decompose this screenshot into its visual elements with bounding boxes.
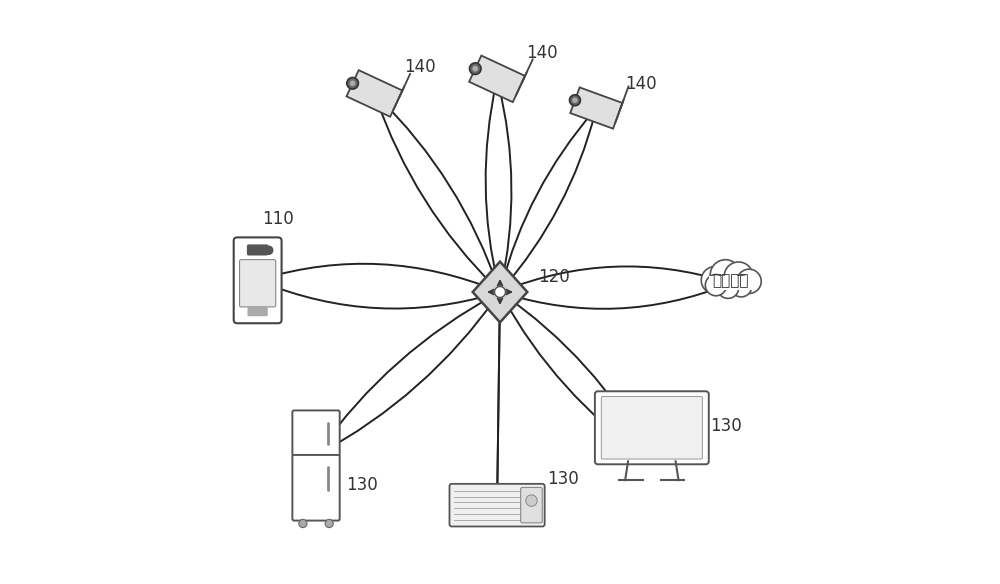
Text: 130: 130 — [547, 470, 578, 488]
Circle shape — [265, 246, 273, 255]
Text: 130: 130 — [346, 476, 378, 493]
Circle shape — [705, 274, 727, 296]
Circle shape — [710, 260, 741, 290]
FancyBboxPatch shape — [240, 259, 276, 307]
Text: 外部网络: 外部网络 — [712, 273, 749, 288]
Circle shape — [731, 276, 752, 297]
Polygon shape — [570, 88, 622, 128]
Polygon shape — [346, 70, 402, 117]
FancyBboxPatch shape — [595, 391, 709, 464]
Polygon shape — [473, 262, 527, 322]
FancyBboxPatch shape — [601, 397, 702, 459]
Circle shape — [572, 98, 578, 103]
FancyBboxPatch shape — [449, 484, 545, 527]
FancyBboxPatch shape — [709, 276, 753, 290]
Circle shape — [737, 269, 761, 294]
Text: 140: 140 — [404, 58, 435, 76]
Circle shape — [701, 266, 729, 294]
FancyBboxPatch shape — [292, 411, 340, 456]
Text: 140: 140 — [526, 44, 558, 61]
Circle shape — [526, 495, 537, 506]
Circle shape — [299, 519, 307, 527]
Circle shape — [495, 287, 505, 297]
Circle shape — [569, 95, 580, 106]
Circle shape — [350, 81, 355, 86]
FancyBboxPatch shape — [234, 237, 282, 324]
Circle shape — [469, 63, 481, 74]
Circle shape — [347, 78, 358, 89]
Text: 120: 120 — [538, 269, 570, 286]
FancyBboxPatch shape — [521, 488, 542, 523]
FancyBboxPatch shape — [292, 455, 340, 520]
Circle shape — [472, 66, 478, 72]
Circle shape — [717, 277, 739, 298]
Text: 110: 110 — [262, 210, 293, 228]
Text: 140: 140 — [626, 75, 657, 92]
Polygon shape — [469, 55, 525, 102]
Circle shape — [724, 262, 753, 291]
Circle shape — [325, 519, 333, 527]
FancyBboxPatch shape — [247, 307, 268, 317]
FancyBboxPatch shape — [247, 244, 268, 256]
Text: 130: 130 — [710, 418, 742, 435]
